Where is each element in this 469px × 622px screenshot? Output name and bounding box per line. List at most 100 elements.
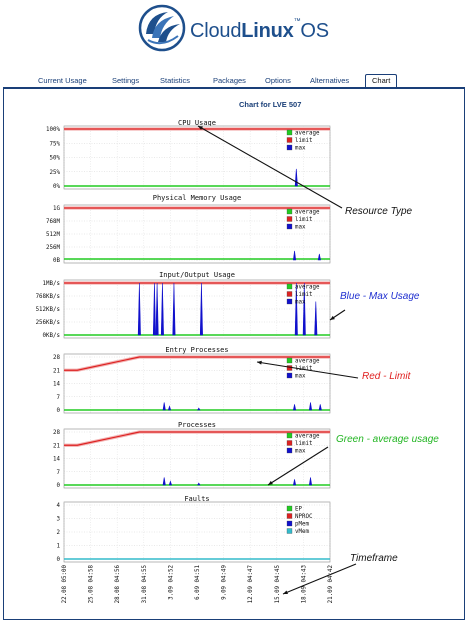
y-tick-label: 0KB/s [43,333,60,339]
arrow-limit-head [257,360,262,365]
y-tick-label: 7 [57,470,61,476]
x-tick-label: 9.09 04:49 [222,564,228,599]
y-tick-label: 3 [57,517,61,523]
y-tick-label: 28 [53,430,60,436]
max-spike [152,282,156,336]
legend-label: vMem [295,529,309,535]
tab-statistics[interactable]: Statistics [160,76,191,85]
max-spike [137,282,141,336]
legend-label: max [295,449,306,455]
legend-swatch [286,144,293,151]
x-tick-label: 15.09 04:45 [275,564,281,603]
x-tick-label: 3.09 04:52 [168,565,174,600]
x-tick-label: 12.09 04:47 [248,564,254,603]
legend-swatch [286,357,293,364]
y-tick-label: 1 [57,544,61,550]
annotation-limit: Red - Limit [362,371,411,382]
chart-title-4: Processes [178,421,216,429]
arrow-resource-type [197,125,343,209]
y-tick-label: 14 [53,382,60,388]
max-spike [308,402,313,411]
content-frame [3,87,465,620]
tab-settings[interactable]: Settings [112,76,140,85]
y-tick-label: 2 [57,530,61,536]
arrow-limit [256,361,359,379]
legend-label: limit [295,217,312,223]
max-spike [292,250,297,261]
tab-packages[interactable]: Packages [213,76,246,85]
y-tick-label: 0 [57,483,61,489]
max-spike [167,405,172,411]
chart-title-1: Physical Memory Usage [153,194,242,202]
y-tick-label: 14 [53,457,60,463]
annotation-max-usage: Blue - Max Usage [340,291,420,302]
legend-swatch [286,505,293,512]
limit-series-line [64,356,330,371]
legend-swatch [286,137,293,143]
max-spike [308,477,313,486]
y-tick-label: 512KB/s [36,307,60,313]
y-tick-label: 25% [50,170,61,176]
legend-label: max [295,146,306,152]
max-spike [302,282,306,336]
max-spike [168,480,173,486]
page-title: Chart for LVE 507 [239,100,302,109]
max-spike [292,479,297,486]
y-tick-label: 256M [46,245,60,251]
legend-swatch [286,129,293,136]
annotation-timeframe: Timeframe [350,553,398,564]
legend-swatch [286,432,293,439]
legend-swatch [286,528,293,534]
tab-alternatives[interactable]: Alternatives [310,76,350,85]
chart-title-0: CPU Usage [178,119,216,127]
y-tick-label: 28 [53,355,60,361]
tab-bar: Current Usage Settings Statistics Packag… [0,74,469,88]
legend-swatch [286,208,293,215]
tab-chart[interactable]: Chart [365,74,398,88]
x-tick-label: 18.09 04:43 [301,564,307,603]
chart-title-3: Entry Processes [165,346,228,354]
max-spike [294,282,298,336]
legend-label: max [295,374,306,380]
legend-label: NPROC [295,514,313,520]
chart-title-5: Faults [184,495,209,503]
y-tick-label: 4 [57,503,61,509]
legend-label: EP [295,507,302,513]
y-tick-label: 21 [53,368,60,374]
legend-label: max [295,300,306,306]
max-spike [160,282,164,336]
legend-swatch [286,372,293,379]
legend-label: average [295,131,320,137]
legend-label: limit [295,441,312,447]
legend-swatch [286,223,293,230]
tab-current-usage[interactable]: Current Usage [38,76,87,85]
tab-options[interactable]: Options [265,76,291,85]
max-spike [162,402,166,411]
limit-series-line [64,431,330,446]
cloudlinux-logo: CloudLinux™OS [138,4,338,56]
max-spike [317,253,321,261]
max-spike [292,404,297,411]
y-tick-label: 50% [50,156,61,162]
arrow-timeframe-head [283,590,288,595]
y-tick-label: 256KB/s [36,320,60,326]
legend-label: average [295,210,320,216]
max-spike [155,282,159,336]
y-tick-label: 768KB/s [36,294,60,300]
arrow-timeframe [282,563,357,595]
y-tick-label: 21 [53,443,60,449]
annotation-average: Green - average usage [336,434,439,445]
legend-swatch [286,283,293,290]
legend-swatch [286,216,293,222]
y-tick-label: 768M [46,219,60,225]
legend-label: average [295,359,320,365]
legend-swatch [286,520,293,527]
max-spike [197,407,201,411]
legend-swatch [286,440,293,446]
x-tick-label: 21.09 04:42 [328,565,334,603]
max-spike [197,482,201,486]
legend-label: limit [295,292,312,298]
legend-label: average [295,434,320,440]
y-tick-label: 100% [46,127,60,133]
